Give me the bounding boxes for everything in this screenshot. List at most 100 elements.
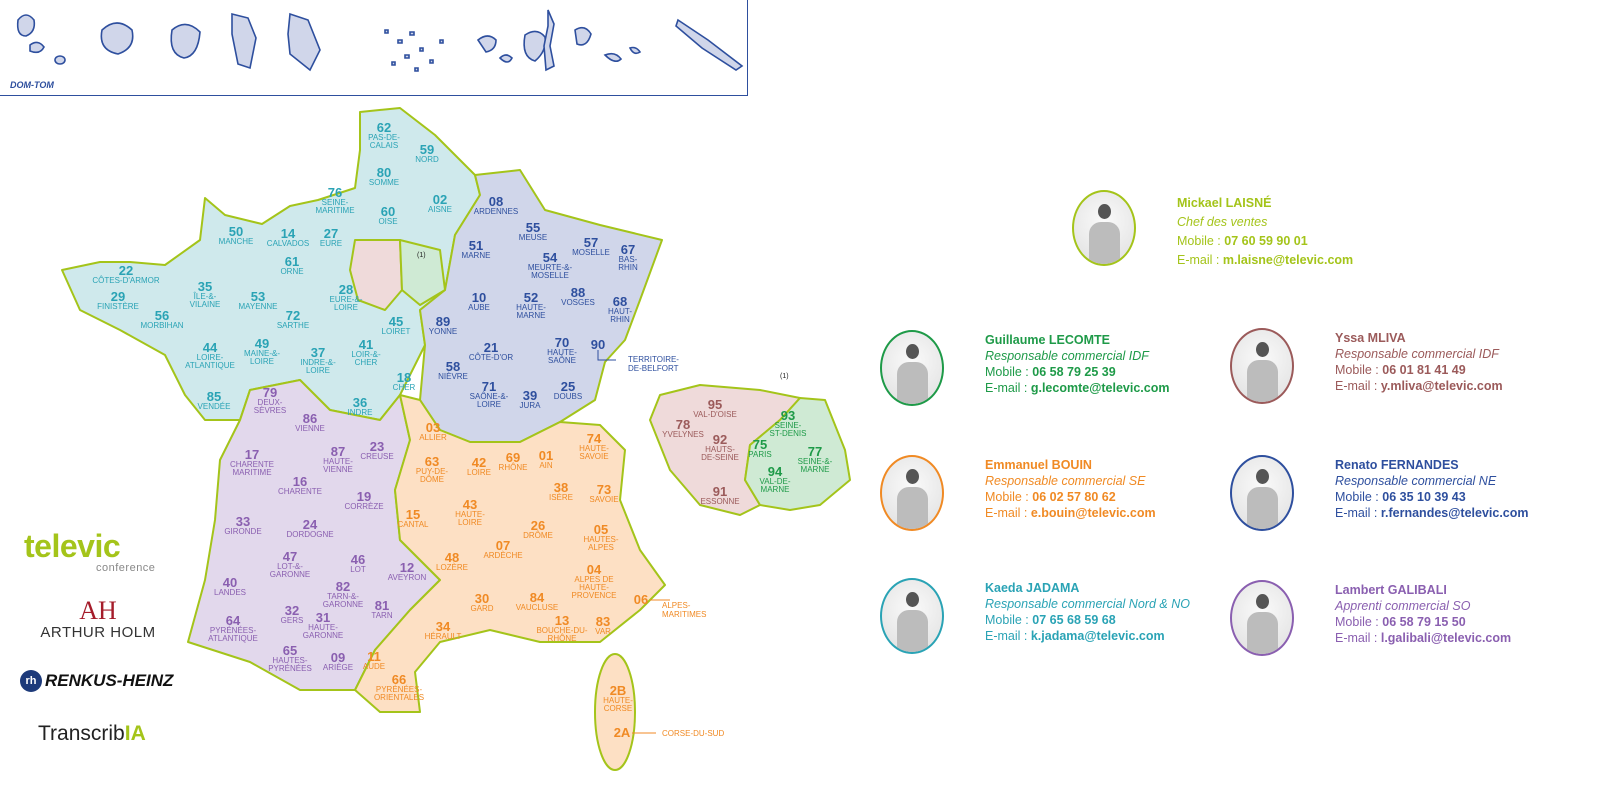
contact-mobile[interactable]: 07 65 68 59 68 <box>1032 613 1116 627</box>
department-number: 89 <box>435 314 451 329</box>
department-number: 92 <box>712 432 728 447</box>
department-name: HAUTE- <box>516 303 546 312</box>
department-number: 61 <box>284 254 300 269</box>
department-54: 54 MEURTE-&- MOSELLE <box>528 251 572 280</box>
department-08: 08 ARDENNES <box>474 195 518 216</box>
department-number: 02 <box>432 192 448 207</box>
contact-mobile[interactable]: 06 02 57 80 62 <box>1032 490 1116 504</box>
department-number: 87 <box>330 444 346 459</box>
department-79: 79 DEUX- SÈVRES <box>254 386 286 415</box>
department-name: AUBE <box>468 303 490 312</box>
department-name: AUDE <box>362 662 386 671</box>
department-name: HAUTE- <box>323 457 353 466</box>
contact-photo <box>1230 328 1294 404</box>
department-10: 10 AUBE <box>468 291 490 312</box>
department-name: BAS- <box>618 255 638 264</box>
contact-email[interactable]: e.bouin@televic.com <box>1030 506 1156 520</box>
department-name: LOIR-&- <box>351 350 381 359</box>
department-name: ISÈRE <box>548 493 574 502</box>
department-59: 59 NORD <box>415 143 439 164</box>
department-number: 06 <box>633 592 649 607</box>
department-04: 04 ALPES DE HAUTE- PROVENCE <box>572 563 617 600</box>
department-number: 74 <box>586 431 602 446</box>
island-martinique-large <box>287 12 321 72</box>
email-label: E-mail : <box>985 506 1031 520</box>
contact-email[interactable]: l.galibali@televic.com <box>1380 631 1512 645</box>
contact-mobile-row: Mobile : 06 58 79 25 39 <box>985 364 1169 380</box>
department-name: YVELYNES <box>662 430 704 439</box>
department-91: 91 ESSONNE <box>700 485 739 506</box>
contact-mobile-row: Mobile : 06 35 10 39 43 <box>1335 489 1529 505</box>
department-number: 51 <box>468 238 484 253</box>
department-81: 81 TARN <box>371 599 392 620</box>
department-name: RHIN <box>610 315 630 324</box>
department-name: VIENNE <box>323 465 353 474</box>
person-body <box>1089 222 1120 264</box>
contact-email[interactable]: g.lecomte@televic.com <box>1030 381 1170 395</box>
department-name: AVEYRON <box>387 573 427 582</box>
department-number: 24 <box>302 517 318 532</box>
department-name: HAUTS- <box>705 445 735 454</box>
department-15: 15 CANTAL <box>398 508 429 529</box>
island-guyane <box>231 12 257 70</box>
department-name: HAUT- <box>608 307 632 316</box>
mobile-label: Mobile : <box>1335 363 1383 377</box>
department-number: 38 <box>553 480 569 495</box>
department-61: 61 ORNE <box>280 255 303 276</box>
department-name: MARITIME <box>315 206 355 215</box>
department-number: 47 <box>282 549 298 564</box>
department-name: SEINE- <box>774 421 802 430</box>
department-name: GARD <box>470 604 494 613</box>
department-number: 37 <box>310 345 326 360</box>
department-number: 55 <box>525 220 541 235</box>
person-body <box>897 610 928 652</box>
department-88: 88 VOSGES <box>561 286 595 307</box>
contact-email-row: E-mail : e.bouin@televic.com <box>985 505 1156 521</box>
contact-name: Yssa MLIVA <box>1335 331 1406 345</box>
department-name: VILAINE <box>189 300 221 309</box>
arthur-holm-logo: AH ARTHUR HOLM <box>38 598 158 642</box>
department-name: DÔME <box>420 475 444 484</box>
contact-email-row: E-mail : k.jadama@televic.com <box>985 628 1190 644</box>
department-number: 44 <box>202 340 218 355</box>
department-number: 93 <box>780 408 796 423</box>
contact-mobile[interactable]: 06 58 79 15 50 <box>1382 615 1466 629</box>
contact-mobile[interactable]: 06 35 10 39 43 <box>1382 490 1466 504</box>
department-73: 73 SAVOIE <box>589 483 618 504</box>
department-52: 52 HAUTE- MARNE <box>516 291 546 320</box>
department-number: 63 <box>424 454 440 469</box>
department-name: SAÔNE-&- <box>469 392 509 401</box>
department-64: 64 PYRÉNÉES- ATLANTIQUE <box>208 614 258 643</box>
contact-mobile[interactable]: 07 60 59 90 01 <box>1224 234 1308 248</box>
department-40: 40 LANDES <box>214 576 246 597</box>
contact-role: Responsable commercial SE <box>985 474 1146 488</box>
contact-mobile[interactable]: 06 58 79 25 39 <box>1032 365 1116 379</box>
department-name: CHARENTE <box>277 487 323 496</box>
contact-email[interactable]: k.jadama@televic.com <box>1030 629 1165 643</box>
person-head <box>1256 594 1269 609</box>
department-13: 13 BOUCHE-DU- RHÔNE <box>536 614 587 643</box>
department-name: HAUTE- <box>547 348 577 357</box>
department-number: 11 <box>367 649 381 664</box>
department-number: 68 <box>612 294 628 309</box>
department-41: 41 LOIR-&- CHER <box>351 338 380 367</box>
department-name: HAUTE- <box>579 444 609 453</box>
department-number: 26 <box>530 518 546 533</box>
contact-role: Responsable commercial IDF <box>985 349 1149 363</box>
department-number: 14 <box>280 226 296 241</box>
contact-email[interactable]: y.mliva@televic.com <box>1380 379 1503 393</box>
department-name: INDRE-&- <box>300 358 336 367</box>
contact-email[interactable]: m.laisne@televic.com <box>1222 253 1354 267</box>
island-guadeloupe <box>16 14 45 54</box>
department-name: NIÈVRE <box>438 372 468 381</box>
department-name: HAUTE- <box>579 583 609 592</box>
department-72: 72 SARTHE <box>277 309 309 330</box>
department-name: VAL-DE- <box>759 477 791 486</box>
department-34: 34 HÉRAULT <box>425 620 462 641</box>
department-43: 43 HAUTE- LOIRE <box>455 498 485 527</box>
contact-mobile[interactable]: 06 01 81 41 49 <box>1382 363 1466 377</box>
department-number: 45 <box>388 314 404 329</box>
contact-email[interactable]: r.fernandes@televic.com <box>1380 506 1529 520</box>
department-name: ATLANTIQUE <box>208 634 258 643</box>
department-name: SAVOIE <box>579 452 609 461</box>
